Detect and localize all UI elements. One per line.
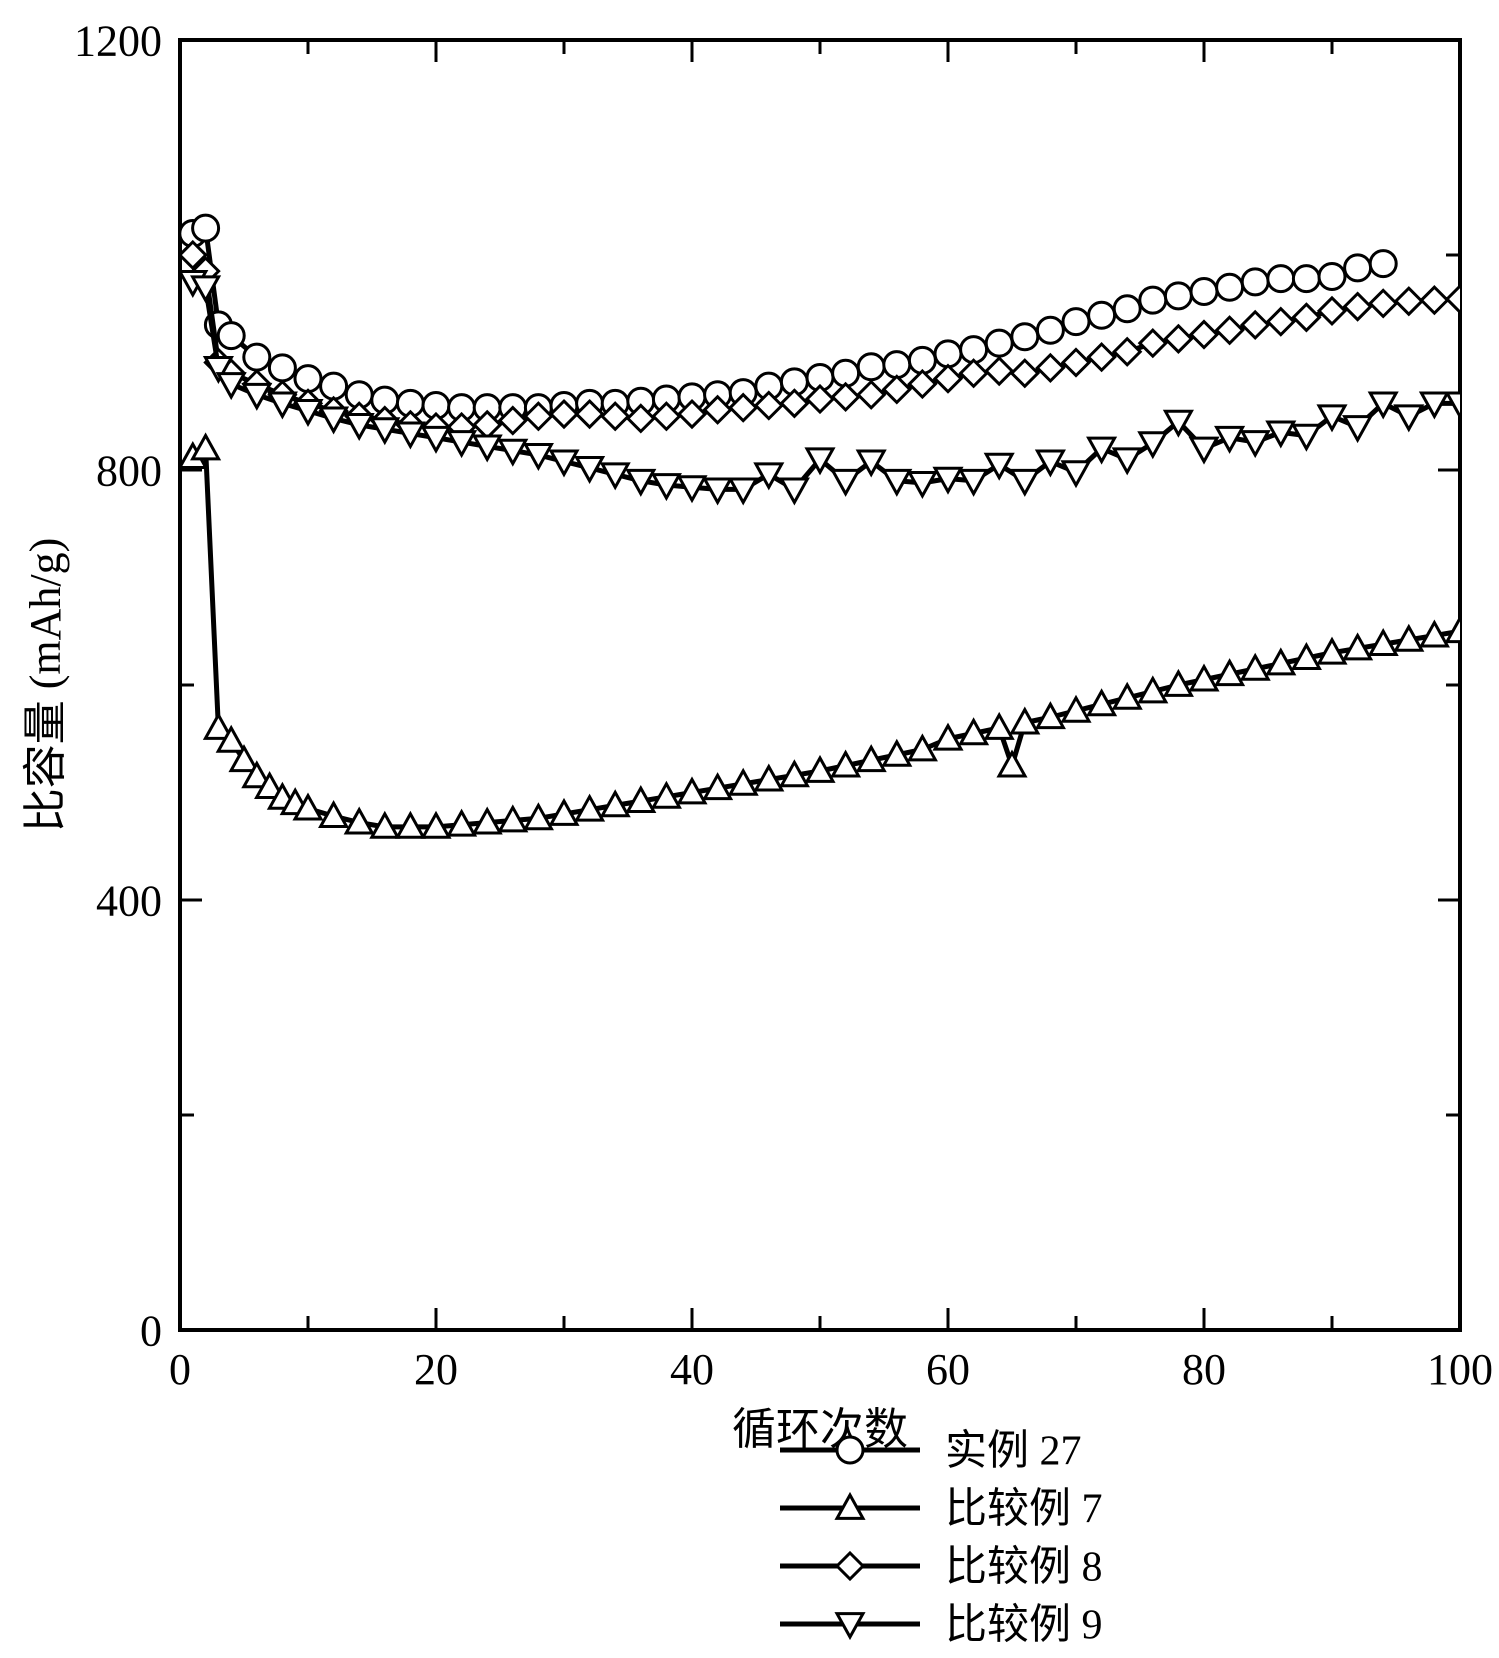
diamond-marker <box>961 360 987 386</box>
legend: 实例 27 比较例 7 比较例 8 比较例 9 <box>780 1428 1103 1649</box>
diamond-marker <box>1421 287 1447 313</box>
circle-marker <box>1012 324 1038 350</box>
series-group <box>180 215 1473 837</box>
triangle-down-marker <box>1012 470 1038 493</box>
y-tick-label: 0 <box>140 1306 162 1355</box>
triangle-up-marker <box>986 715 1012 738</box>
diamond-marker <box>1037 355 1063 381</box>
diamond-marker <box>884 376 910 402</box>
x-tick-label: 60 <box>926 1345 970 1394</box>
circle-marker <box>1114 296 1140 322</box>
diamond-marker <box>858 382 884 408</box>
circle-marker <box>295 366 321 392</box>
circle-marker <box>935 341 961 367</box>
x-axis-label: 循环次数 <box>732 1405 908 1454</box>
circle-marker <box>1037 317 1063 343</box>
diamond-marker <box>935 366 961 392</box>
triangle-up-marker <box>1447 618 1473 641</box>
series-comp7 <box>180 436 1473 838</box>
diamond-marker <box>1217 317 1243 343</box>
circle-marker <box>1242 269 1268 295</box>
triangle-down-marker <box>1396 406 1422 429</box>
x-tick-label: 40 <box>670 1345 714 1394</box>
x-tick-label: 80 <box>1182 1345 1226 1394</box>
circle-marker <box>1191 279 1217 305</box>
diamond-marker <box>1012 360 1038 386</box>
circle-marker <box>218 323 244 349</box>
diamond-marker <box>1345 294 1371 320</box>
diamond-marker <box>1447 286 1473 312</box>
diamond-marker <box>1319 298 1345 324</box>
diamond-marker <box>807 386 833 412</box>
circle-marker <box>1370 251 1396 277</box>
diamond-marker <box>1370 290 1396 316</box>
triangle-down-marker <box>1345 417 1371 440</box>
diamond-marker <box>909 371 935 397</box>
diamond-marker <box>1140 330 1166 356</box>
circle-marker <box>858 354 884 380</box>
circle-marker <box>1140 287 1166 313</box>
legend-label: 比较例 7 <box>945 1486 1103 1533</box>
circle-marker <box>244 344 270 370</box>
legend-label: 比较例 9 <box>945 1602 1103 1649</box>
triangle-up-marker <box>193 436 219 459</box>
triangle-down-marker <box>1140 433 1166 456</box>
y-tick-label: 400 <box>96 876 162 925</box>
triangle-down-marker <box>1242 432 1268 455</box>
circle-marker <box>884 352 910 378</box>
diamond-marker <box>986 358 1012 384</box>
triangle-down-marker <box>1114 449 1140 472</box>
diamond-marker <box>1293 304 1319 330</box>
triangle-down-marker <box>1063 462 1089 485</box>
circle-marker <box>1293 266 1319 292</box>
triangle-down-marker <box>1191 438 1217 461</box>
series-example27 <box>180 215 1396 421</box>
diamond-marker <box>781 390 807 416</box>
y-axis-label: 比容量 (mAh/g) <box>21 538 70 833</box>
circle-marker <box>1217 274 1243 300</box>
circle-marker <box>321 373 347 399</box>
x-tick-label: 20 <box>414 1345 458 1394</box>
diamond-marker <box>1191 322 1217 348</box>
triangle-down-marker <box>986 454 1012 477</box>
diamond-marker <box>833 384 859 410</box>
x-tick-label: 100 <box>1427 1345 1493 1394</box>
circle-marker <box>837 1437 863 1463</box>
triangle-up-marker <box>999 753 1025 776</box>
diamond-marker <box>837 1553 863 1579</box>
diamond-marker <box>1165 326 1191 352</box>
diamond-marker <box>1396 288 1422 314</box>
triangle-down-marker <box>833 470 859 493</box>
diamond-marker <box>1268 309 1294 335</box>
x-tick-label: 0 <box>169 1345 191 1394</box>
circle-marker <box>193 215 219 241</box>
circle-marker <box>986 330 1012 356</box>
triangle-down-marker <box>756 464 782 487</box>
y-tick-label: 1200 <box>74 16 162 65</box>
diamond-marker <box>1114 339 1140 365</box>
circle-marker <box>269 355 295 381</box>
circle-marker <box>1089 302 1115 328</box>
diamond-marker <box>1242 312 1268 338</box>
diamond-marker <box>1089 344 1115 370</box>
plot-frame <box>180 40 1460 1330</box>
triangle-down-marker <box>781 479 807 502</box>
circle-marker <box>1063 309 1089 335</box>
circle-marker <box>1268 266 1294 292</box>
circle-marker <box>1165 283 1191 309</box>
legend-label: 比较例 8 <box>945 1544 1103 1591</box>
legend-label: 实例 27 <box>945 1428 1082 1475</box>
circle-marker <box>1319 264 1345 290</box>
y-tick-label: 800 <box>96 446 162 495</box>
circle-marker <box>1345 255 1371 281</box>
diamond-marker <box>1063 350 1089 376</box>
cycle-capacity-chart: 0 20 40 60 80 100 循环次数 0 400 800 1200 比容量 (mAh/g) 实例… <box>0 0 1499 1658</box>
